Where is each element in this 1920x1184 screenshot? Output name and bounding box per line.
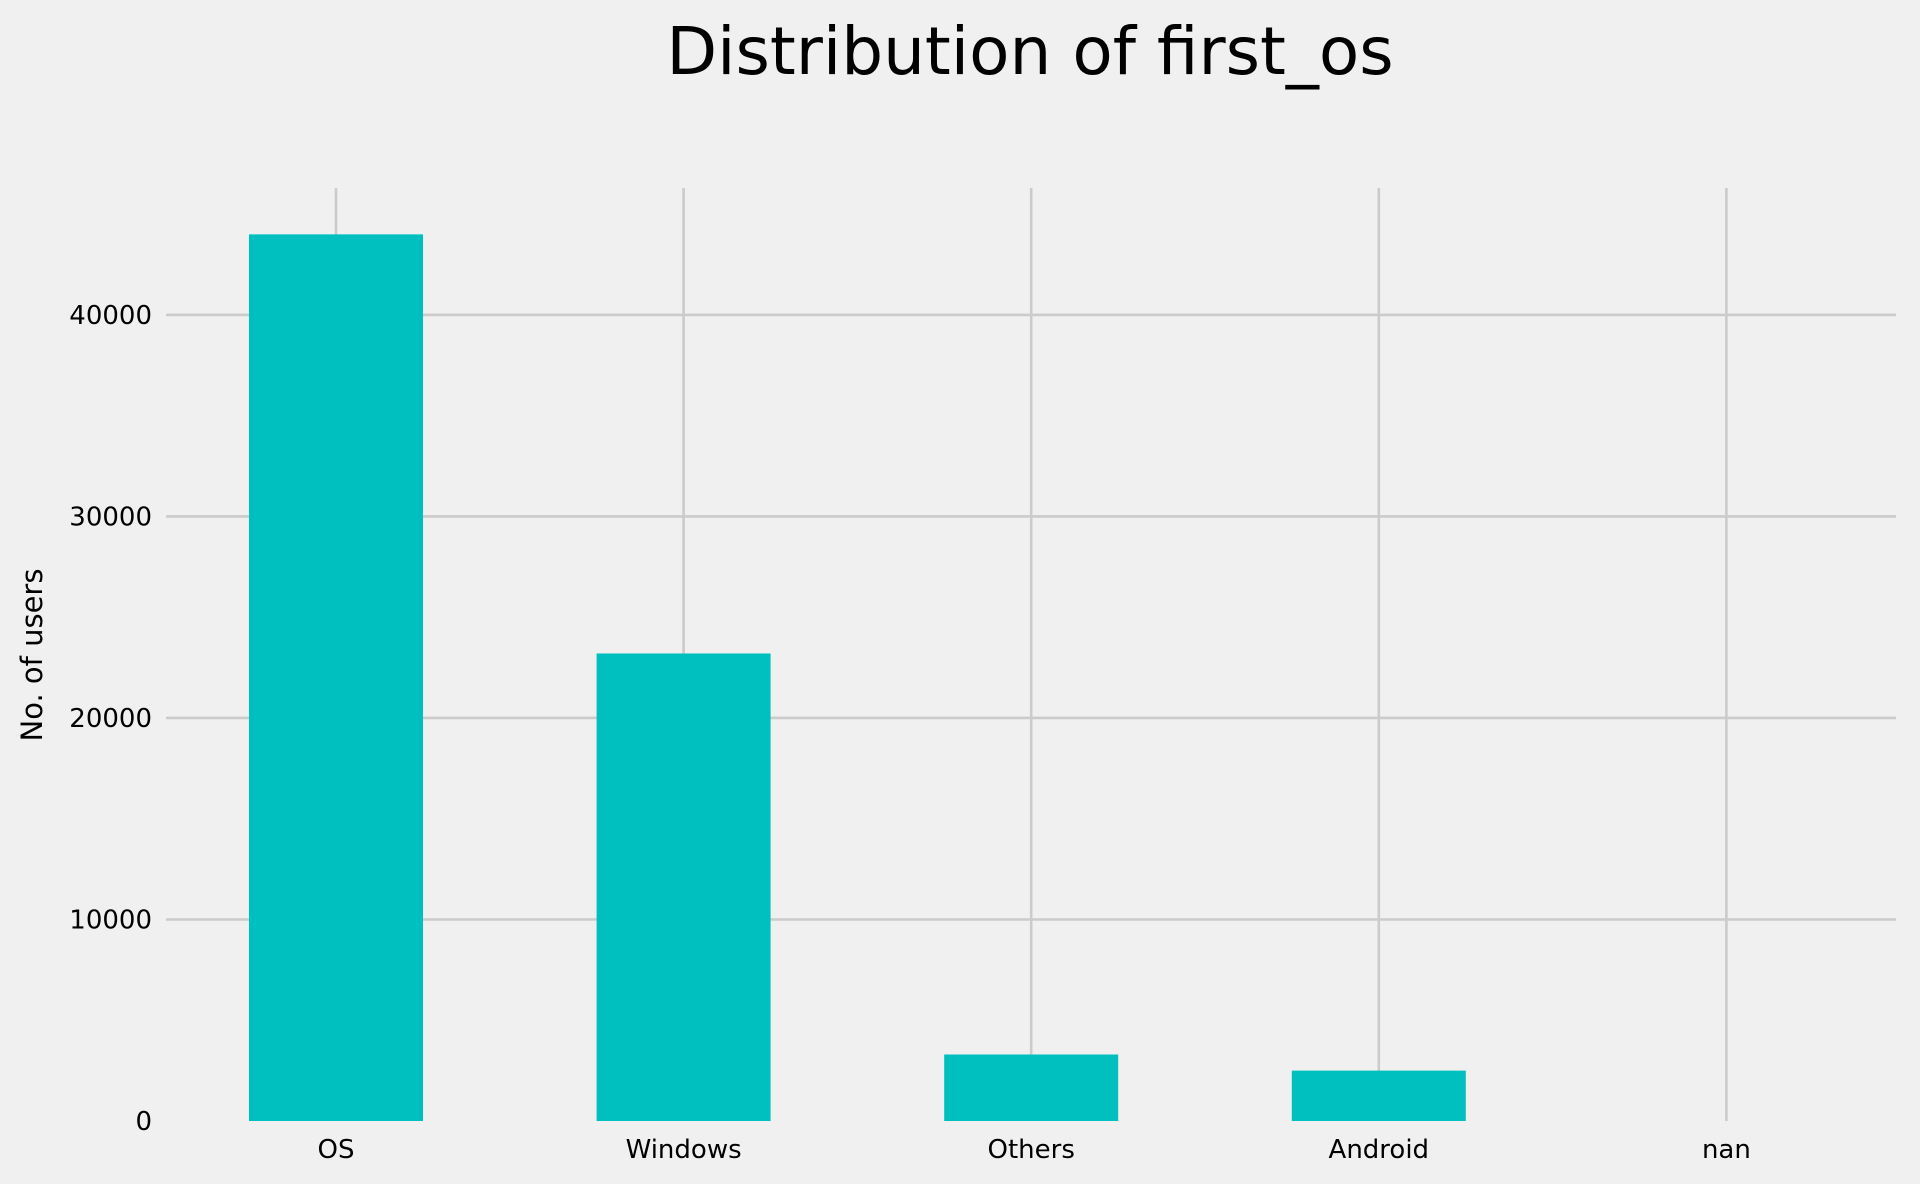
bars [249, 234, 1466, 1122]
chart-title: Distribution of first_os [666, 13, 1393, 90]
x-tick-label: nan [1702, 1135, 1751, 1165]
y-tick-label: 20000 [69, 704, 152, 734]
x-tick-label: Others [988, 1135, 1075, 1165]
bar [944, 1054, 1119, 1121]
bar [1291, 1070, 1466, 1121]
bar [249, 234, 423, 1122]
y-tick-label: 30000 [69, 502, 152, 532]
y-tick-label: 10000 [69, 905, 152, 935]
y-tick-label: 0 [135, 1107, 152, 1137]
x-tick-label: Android [1329, 1135, 1430, 1165]
y-axis-ticks: 0 10000 20000 30000 40000 [69, 301, 152, 1137]
y-tick-label: 40000 [69, 301, 152, 331]
y-axis-label: No. of users [15, 569, 49, 742]
x-tick-label: OS [318, 1135, 355, 1165]
bar [596, 653, 771, 1121]
x-axis-ticks: OS Windows Others Android nan [318, 1135, 1751, 1165]
x-tick-label: Windows [626, 1135, 742, 1165]
grid [166, 188, 1896, 1121]
